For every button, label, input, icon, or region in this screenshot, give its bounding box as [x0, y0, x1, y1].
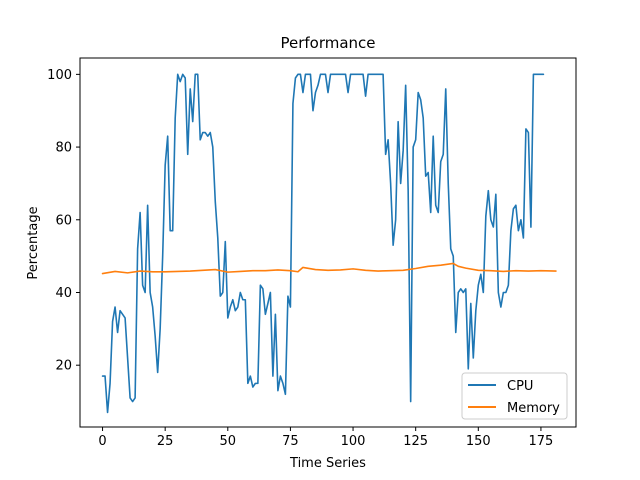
legend-label-cpu: CPU [507, 379, 533, 394]
x-tick-label: 125 [403, 434, 428, 449]
x-tick-label: 100 [341, 434, 366, 449]
series-line-memory [101, 262, 557, 275]
series-line-cpu [101, 73, 545, 414]
plot-frame [79, 57, 577, 428]
y-tick-label: 40 [55, 286, 72, 301]
y-tick-label: 80 [55, 141, 72, 156]
x-tick-label: 0 [98, 434, 106, 449]
y-axis: 20 40 60 80 100 [47, 68, 80, 374]
y-tick-label: 60 [55, 213, 72, 228]
x-tick-label: 150 [466, 434, 491, 449]
x-axis: 0 25 50 75 100 125 150 175 [98, 427, 553, 449]
y-tick-label: 100 [47, 68, 72, 83]
x-tick-label: 25 [157, 434, 174, 449]
x-tick-label: 175 [529, 434, 554, 449]
plot-lines [101, 73, 557, 414]
chart-title: Performance [280, 34, 375, 52]
x-axis-label: Time Series [289, 456, 366, 471]
legend: CPU Memory [461, 372, 568, 420]
y-axis-label: Percentage [26, 206, 41, 279]
legend-label-memory: Memory [507, 401, 560, 416]
y-tick-label: 20 [55, 359, 72, 374]
x-tick-label: 75 [282, 434, 299, 449]
x-tick-label: 50 [220, 434, 237, 449]
